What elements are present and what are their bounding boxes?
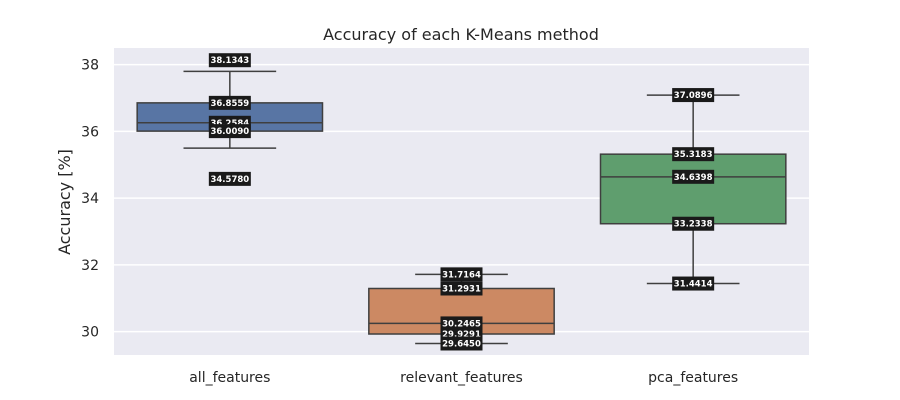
value-label-text: 36.2584 — [210, 119, 249, 129]
box-pca_features — [599, 94, 787, 285]
value-label: 31.2931 — [440, 281, 483, 296]
value-label-box — [208, 95, 251, 110]
box-body — [599, 153, 787, 225]
chart-title: Accuracy of each K-Means method — [323, 25, 599, 44]
value-label-box — [440, 316, 483, 331]
value-label-text: 35.3183 — [674, 150, 713, 160]
value-label: 37.0896 — [672, 88, 715, 103]
y-tick-label-34: 34 — [81, 191, 99, 207]
value-label: 34.5780 — [208, 171, 251, 186]
x-tick-label-relevant_features: relevant_features — [400, 370, 523, 386]
y-tick-label-38: 38 — [81, 58, 99, 74]
value-label-box — [440, 267, 483, 282]
value-label-box — [208, 124, 251, 139]
value-label-box — [208, 171, 251, 186]
value-label-box — [672, 216, 715, 231]
value-label: 31.4414 — [672, 276, 715, 291]
value-label-text: 37.0896 — [674, 91, 713, 101]
value-label-text: 29.6450 — [442, 339, 481, 349]
value-label-box — [672, 147, 715, 162]
y-axis-label: Accuracy [%] — [55, 149, 74, 255]
value-label-text: 31.2931 — [442, 284, 481, 294]
value-label: 34.6398 — [672, 169, 715, 184]
value-label-text: 33.2338 — [674, 220, 713, 230]
value-label-box — [440, 336, 483, 351]
value-label-text: 29.9291 — [442, 330, 481, 340]
y-tick-label-30: 30 — [81, 325, 99, 341]
value-label: 36.0090 — [208, 124, 251, 139]
value-label-box — [672, 88, 715, 103]
value-label: 36.8559 — [208, 95, 251, 110]
value-label-text: 36.8559 — [210, 99, 249, 109]
y-tick-label-36: 36 — [81, 124, 99, 140]
value-label-text: 31.4414 — [674, 280, 713, 290]
value-label-text: 31.7164 — [442, 270, 481, 280]
value-label-text: 30.2465 — [442, 319, 481, 329]
y-axis-ticks: 30 32 34 36 38 — [81, 58, 99, 341]
value-label-text: 36.0090 — [210, 127, 249, 137]
value-label-box — [672, 169, 715, 184]
value-label-text: 34.6398 — [674, 173, 713, 183]
value-label: 38.1343 — [208, 53, 251, 68]
value-label: 35.3183 — [672, 147, 715, 162]
value-label: 33.2338 — [672, 216, 715, 231]
x-axis-ticks: all_features relevant_features pca_feature… — [189, 370, 738, 386]
value-label: 30.2465 — [440, 316, 483, 331]
x-tick-label-all_features: all_features — [189, 370, 270, 386]
y-tick-label-32: 32 — [81, 258, 99, 274]
value-label: 31.7164 — [440, 267, 483, 282]
value-label-box — [208, 53, 251, 68]
value-label-box — [672, 276, 715, 291]
value-label: 29.6450 — [440, 336, 483, 351]
x-tick-label-pca_features: pca_features — [648, 370, 738, 386]
value-label-text: 38.1343 — [210, 56, 249, 66]
value-label-text: 34.5780 — [210, 175, 249, 185]
value-label-box — [440, 281, 483, 296]
